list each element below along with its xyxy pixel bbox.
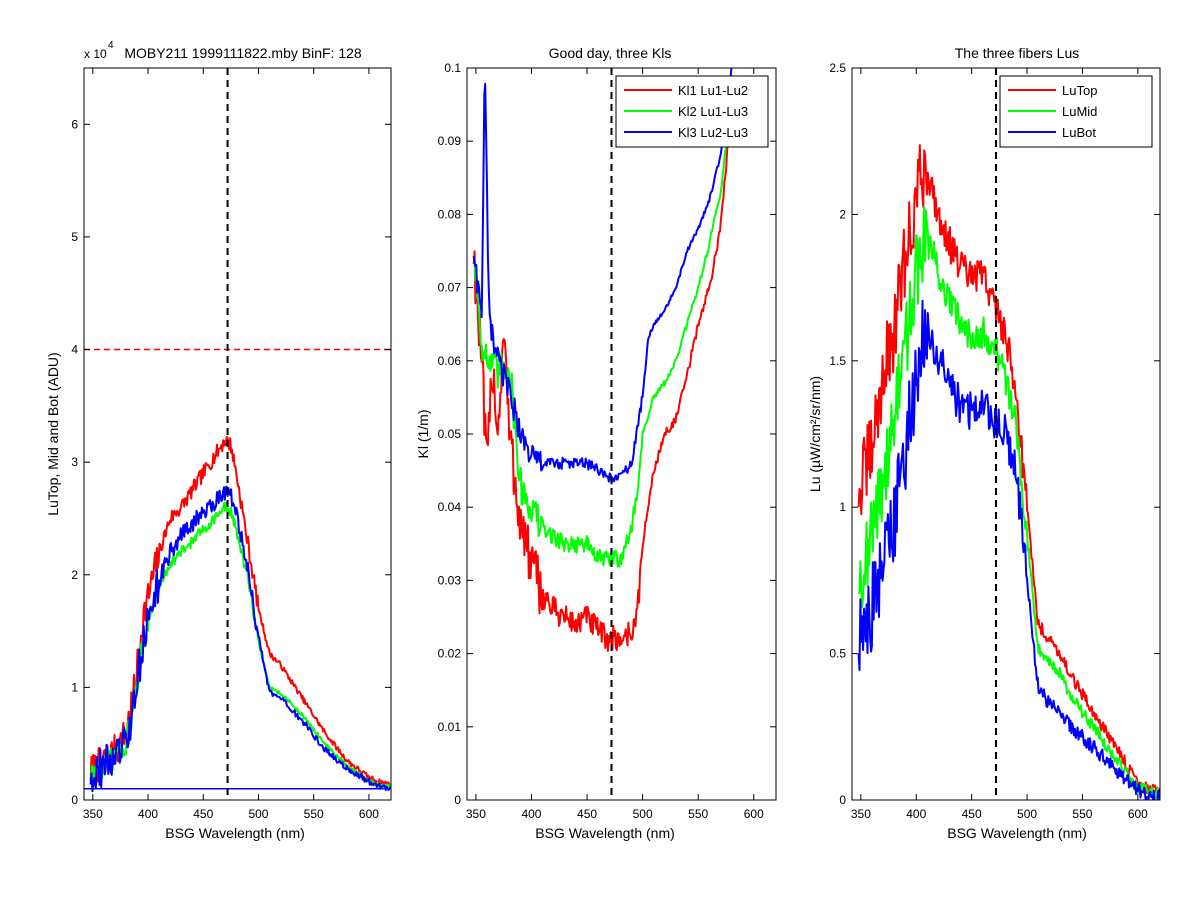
y-tick-label: 0.5 — [829, 647, 846, 661]
y-tick-label: 2 — [839, 207, 846, 221]
legend-label: LuTop — [1062, 83, 1097, 98]
x-tick-label: 400 — [521, 807, 541, 821]
y-tick-label: 0 — [839, 793, 846, 807]
y-tick-label: 0 — [454, 793, 461, 807]
y-tick-label: 1 — [71, 680, 78, 694]
series-line-kl1-lu1-lu2 — [472, 108, 733, 652]
x-axis-label: BSG Wavelength (nm) — [165, 825, 305, 841]
series-line-lumid — [857, 206, 1160, 800]
axes-frame — [83, 67, 392, 801]
y-tick-label: 0.09 — [438, 134, 462, 148]
x-tick-label: 350 — [851, 807, 871, 821]
panel-title: MOBY211 1999111822.mby BinF: 128 — [124, 45, 362, 61]
y-exponent-base: x 10 — [84, 47, 107, 61]
y-tick-label: 0.03 — [438, 573, 462, 587]
x-tick-label: 500 — [1017, 807, 1037, 821]
y-tick-label: 0.1 — [444, 61, 461, 75]
legend-label: LuMid — [1062, 104, 1097, 119]
series-line-0 — [89, 436, 391, 788]
x-tick-label: 350 — [83, 807, 103, 821]
x-axis-label: BSG Wavelength (nm) — [947, 825, 1087, 841]
series-line-lutop — [857, 144, 1160, 796]
y-tick-label: 4 — [71, 343, 78, 357]
y-axis-label: Kl (1/m) — [415, 410, 431, 459]
y-tick-label: 0.02 — [438, 647, 462, 661]
y-tick-label: 1 — [839, 500, 846, 514]
y-tick-label: 0.06 — [438, 354, 462, 368]
x-tick-label: 450 — [962, 807, 982, 821]
x-tick-label: 550 — [688, 807, 708, 821]
y-axis-label: Lu (µW/cm²/sr/nm) — [807, 376, 823, 492]
plot-area — [857, 68, 1160, 800]
legend-label: LuBot — [1062, 125, 1096, 140]
panel-title: Good day, three Kls — [549, 45, 672, 61]
x-tick-label: 550 — [1072, 807, 1092, 821]
y-tick-label: 0.01 — [438, 720, 462, 734]
y-tick-label: 5 — [71, 230, 78, 244]
series-line-kl2-lu1-lu3 — [472, 102, 733, 568]
x-tick-label: 350 — [466, 807, 486, 821]
plot-area — [472, 68, 733, 800]
y-axis-label: LuTop, Mid and Bot (ADU) — [45, 352, 61, 515]
y-tick-label: 0.04 — [438, 500, 462, 514]
series-line-lubot — [857, 299, 1160, 800]
legend-label: Kl2 Lu1-Lu3 — [678, 104, 748, 119]
legend-label: Kl3 Lu2-Lu3 — [678, 125, 748, 140]
y-tick-label: 6 — [71, 117, 78, 131]
y-tick-label: 2 — [71, 568, 78, 582]
y-tick-label: 0.08 — [438, 207, 462, 221]
x-tick-label: 450 — [577, 807, 597, 821]
y-tick-label: 3 — [71, 455, 78, 469]
x-tick-label: 400 — [906, 807, 926, 821]
x-tick-label: 600 — [744, 807, 764, 821]
x-tick-label: 450 — [193, 807, 213, 821]
x-tick-label: 600 — [1128, 807, 1148, 821]
x-tick-label: 400 — [138, 807, 158, 821]
series-line-kl3-lu2-lu3 — [472, 68, 733, 485]
y-tick-label: 0.05 — [438, 427, 462, 441]
y-tick-label: 2.5 — [829, 61, 846, 75]
series-line-2 — [89, 485, 391, 793]
x-tick-label: 600 — [359, 807, 379, 821]
series-line-1 — [89, 501, 391, 789]
legend-label: Kl1 Lu1-Lu2 — [678, 83, 748, 98]
y-tick-label: 0 — [71, 793, 78, 807]
y-exponent-power: 4 — [108, 40, 114, 51]
panel-luminance-adu: MOBY211 1999111822.mby BinF: 128 x 10 4 … — [45, 40, 392, 841]
x-tick-label: 500 — [248, 807, 268, 821]
x-axis-label: BSG Wavelength (nm) — [535, 825, 675, 841]
panel-lu-fibers: The three fibers Lus BSG Wavelength (nm)… — [807, 45, 1161, 841]
plot-area — [84, 68, 391, 800]
axes-frame — [851, 67, 1161, 801]
y-tick-label: 1.5 — [829, 354, 846, 368]
x-tick-label: 550 — [304, 807, 324, 821]
y-tick-label: 0.07 — [438, 281, 462, 295]
panel-kl: Good day, three Kls BSG Wavelength (nm) … — [415, 45, 777, 841]
x-tick-label: 500 — [633, 807, 653, 821]
panel-title: The three fibers Lus — [955, 45, 1080, 61]
